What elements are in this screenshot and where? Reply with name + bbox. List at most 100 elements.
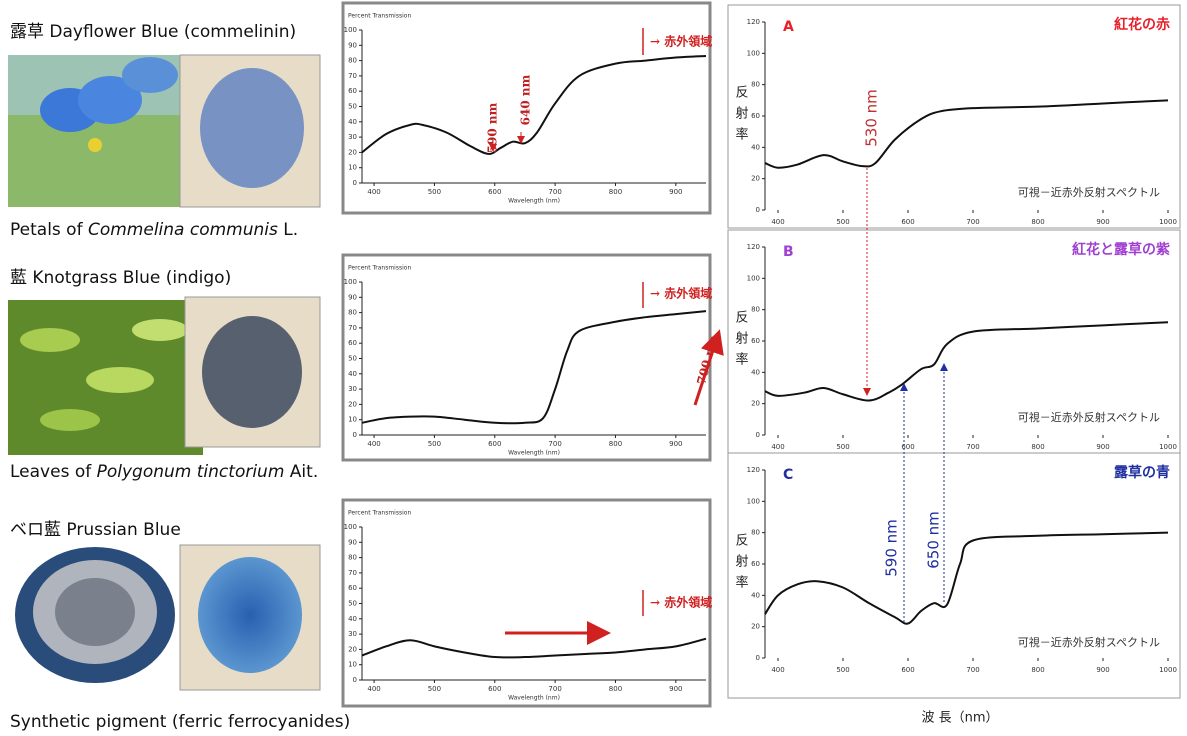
y-tick-label: 100: [344, 278, 357, 286]
y-axis-label: 反射率: [733, 533, 749, 596]
y-tick-label: 20: [348, 645, 357, 653]
annotation: → 赤外領域: [650, 34, 712, 49]
y-tick-label: 40: [348, 118, 357, 126]
x-tick-label: 600: [488, 685, 501, 693]
y-tick-label: 120: [747, 243, 760, 251]
x-tick-label: 400: [771, 218, 784, 226]
x-tick-label: 700: [548, 188, 561, 196]
y-tick-label: 10: [348, 661, 357, 669]
y-tick-label: 30: [348, 630, 357, 638]
y-tick-label: 30: [348, 385, 357, 393]
x-tick-label: 500: [428, 188, 441, 196]
x-tick-label: 700: [548, 440, 561, 448]
y-tick-label: 50: [348, 103, 357, 111]
y-tick-label: 60: [348, 339, 357, 347]
y-tick-label: 20: [348, 400, 357, 408]
y-tick-label: 80: [348, 57, 357, 65]
x-tick-label: 600: [901, 443, 914, 451]
y-tick-label: 0: [756, 206, 760, 214]
caption-species: Commelina communis: [88, 220, 278, 240]
x-tick-label: 900: [1096, 666, 1109, 674]
y-tick-label: 0: [756, 431, 760, 439]
x-tick-label: 900: [669, 188, 682, 196]
x-tick-label: 400: [367, 188, 380, 196]
photo-dayflower: [8, 55, 320, 207]
y-tick-label: 60: [751, 560, 760, 568]
x-tick-label: 400: [367, 685, 380, 693]
panel-title: 紅花と露草の紫: [1072, 241, 1170, 258]
x-tick-label: 800: [609, 685, 622, 693]
y-tick-label: 90: [348, 538, 357, 546]
x-tick-label: 400: [771, 666, 784, 674]
panel-title: 紅花の赤: [1114, 16, 1170, 33]
y-tick-label: 20: [751, 623, 760, 631]
y-tick-label: 80: [751, 529, 760, 537]
y-tick-label: 20: [751, 400, 760, 408]
y-tick-label: 80: [348, 554, 357, 562]
annotation: → 赤外領域: [650, 286, 712, 301]
x-tick-label: 700: [966, 218, 979, 226]
caption: Synthetic pigment (ferric ferrocyanides): [10, 712, 350, 732]
x-axis-label: Wavelength (nm): [508, 198, 560, 205]
panel-note: 可視－近赤外反射スペクトル: [1018, 410, 1160, 424]
caption-text: L.: [278, 220, 298, 240]
y-tick-label: 0: [353, 179, 357, 187]
photo-prussian: [8, 545, 320, 695]
x-tick-label: 700: [966, 443, 979, 451]
x-tick-label: 500: [836, 218, 849, 226]
figure: 露草 Dayflower Blue (commelinin) Petals of…: [0, 0, 1187, 736]
panel-note: 可視－近赤外反射スペクトル: [1018, 635, 1160, 649]
y-tick-label: 70: [348, 569, 357, 577]
x-tick-label: 800: [609, 440, 622, 448]
x-tick-label: 500: [836, 443, 849, 451]
chart-title: Percent Transmission: [348, 510, 411, 517]
y-tick-label: 40: [751, 368, 760, 376]
x-tick-label: 900: [669, 685, 682, 693]
panel-title: 露草の青: [1114, 464, 1170, 481]
y-tick-label: 60: [348, 584, 357, 592]
annotation: → 赤外領域: [650, 595, 712, 610]
x-tick-label: 900: [1096, 443, 1109, 451]
y-tick-label: 0: [756, 654, 760, 662]
y-tick-label: 0: [353, 431, 357, 439]
x-tick-label: 800: [609, 188, 622, 196]
heading: 露草 Dayflower Blue (commelinin): [10, 22, 296, 42]
x-tick-label: 800: [1031, 666, 1044, 674]
x-tick-label: 800: [1031, 218, 1044, 226]
x-tick-label: 1000: [1159, 666, 1177, 674]
heading: ベロ藍 Prussian Blue: [10, 520, 181, 540]
y-axis-label: 反射率: [733, 310, 749, 373]
x-tick-label: 400: [771, 443, 784, 451]
y-tick-label: 80: [751, 306, 760, 314]
y-tick-label: 40: [751, 143, 760, 151]
x-tick-label: 600: [901, 666, 914, 674]
y-tick-label: 100: [747, 497, 760, 505]
y-tick-label: 40: [348, 615, 357, 623]
y-tick-label: 50: [348, 600, 357, 608]
x-tick-label: 500: [428, 685, 441, 693]
x-tick-label: 500: [428, 440, 441, 448]
chart-title: Percent Transmission: [348, 13, 411, 20]
x-tick-label: 400: [367, 440, 380, 448]
photo-knotgrass: [8, 297, 320, 455]
x-tick-label: 600: [901, 218, 914, 226]
y-tick-label: 100: [344, 26, 357, 34]
x-tick-label: 700: [548, 685, 561, 693]
y-tick-label: 20: [751, 175, 760, 183]
y-tick-label: 30: [348, 133, 357, 141]
chart-title: Percent Transmission: [348, 265, 411, 272]
x-tick-label: 900: [1096, 218, 1109, 226]
panel-letter: C: [783, 467, 793, 483]
y-tick-label: 0: [353, 676, 357, 684]
y-tick-label: 60: [751, 337, 760, 345]
y-tick-label: 120: [747, 466, 760, 474]
y-tick-label: 40: [348, 370, 357, 378]
caption-text: Petals of: [10, 220, 88, 240]
y-tick-label: 80: [751, 81, 760, 89]
caption: Petals of Commelina communis L.: [10, 220, 298, 240]
x-tick-label: 900: [669, 440, 682, 448]
